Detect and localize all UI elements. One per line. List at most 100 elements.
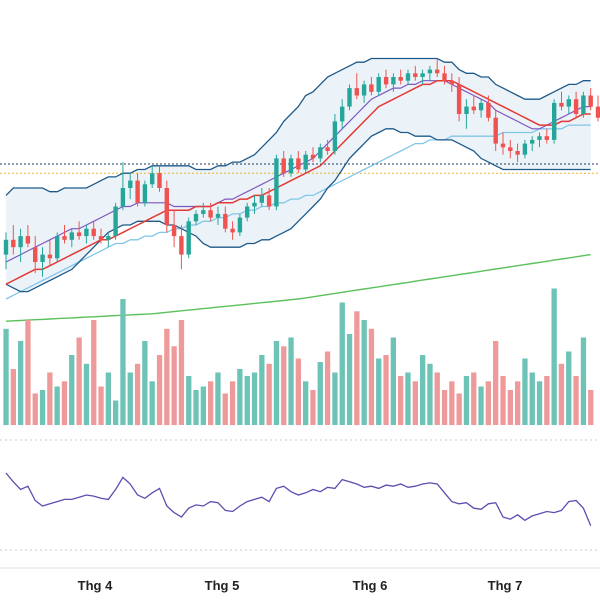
volume-bar [39,390,46,425]
x-tick-label: Thg 6 [353,578,388,593]
volume-bar [471,372,477,425]
volume-bar [346,334,353,425]
volume-bar [156,355,163,425]
volume-bar [295,358,301,425]
candle-body [405,73,411,81]
sma-long-line [5,124,591,300]
candle-body [230,228,235,233]
candle-body [11,239,16,248]
candle-body [383,77,389,85]
volume-bar [441,390,448,425]
volume-bar [69,355,75,425]
candle-body [55,236,60,259]
candle-body [552,102,557,140]
volume-bar [551,288,557,425]
volume-bar [383,355,389,425]
volume-bar [76,337,82,425]
candle-body [142,184,148,203]
oscillator-line [5,472,592,527]
candle-body [186,221,191,255]
volume-bar [54,386,60,425]
candle-body [354,88,359,96]
candle-body [215,213,221,218]
candle-body [266,195,272,207]
volume-bar [303,381,309,426]
volume-bar [3,328,9,426]
volume-bar [18,341,24,425]
candle-body [33,247,38,262]
volume-bar [500,376,506,425]
volume-bar [127,372,133,425]
candle-body [40,254,45,262]
candle-body [595,106,600,118]
candle-body [113,206,118,237]
candle-body [157,173,162,188]
volume-bar [354,311,360,426]
candle-body [76,232,82,237]
candle-body [391,77,396,85]
x-axis: Thg 4 Thg 5 Thg 6 Thg 7 [78,578,523,593]
candle-body [588,95,593,107]
candle-body [537,136,542,140]
candle-body [208,210,213,218]
volume-panel [3,288,594,426]
candle-body [288,158,294,174]
volume-bar [522,358,528,425]
volume-bar [186,376,192,425]
candle-body [427,69,433,74]
volume-bar [208,381,214,426]
candle-body [486,102,491,118]
candle-body [471,106,476,111]
candle-body [369,84,374,92]
candle-body [62,236,67,240]
volume-bar [288,337,294,425]
volume-bar [222,393,228,425]
candle-body [493,117,498,144]
volume-bar [142,341,148,425]
volume-bar [273,341,280,425]
volume-bar [259,355,265,425]
candle-body [84,228,89,237]
volume-bar [405,372,411,425]
volume-bar [485,381,491,426]
candle-body [3,239,9,255]
candle-body [325,147,330,151]
volume-bar [449,381,455,426]
volume-bar [332,372,338,425]
volume-bar [573,376,579,425]
candle-body [171,225,177,237]
bollinger-lower-line [5,128,591,293]
candle-body [500,143,506,148]
candle-body [164,188,169,225]
volume-bar [361,320,367,425]
candle-body [259,195,264,203]
candle-body [573,99,579,114]
volume-bar [91,320,97,425]
volume-bar [456,393,462,425]
candle-body [559,102,564,107]
volume-bar [98,386,104,425]
volume-bar [120,299,126,425]
candle-body [530,139,535,144]
volume-bar [310,390,316,425]
candle-body [281,158,286,174]
bollinger-upper-line [5,57,591,196]
candle-body [522,143,528,155]
price-panel [0,57,600,322]
volume-bar [83,363,90,426]
volume-bar [588,390,594,425]
volume-bar [105,372,111,425]
candle-body [120,188,126,207]
volume-bar [134,363,141,426]
candle-body [223,213,228,229]
volume-bar [193,390,199,425]
candle-body [150,173,155,185]
candle-body [296,158,301,170]
volume-bar [566,351,572,425]
candle-body [449,80,454,85]
candle-body [128,180,133,188]
bollinger-band-fill [6,58,591,292]
